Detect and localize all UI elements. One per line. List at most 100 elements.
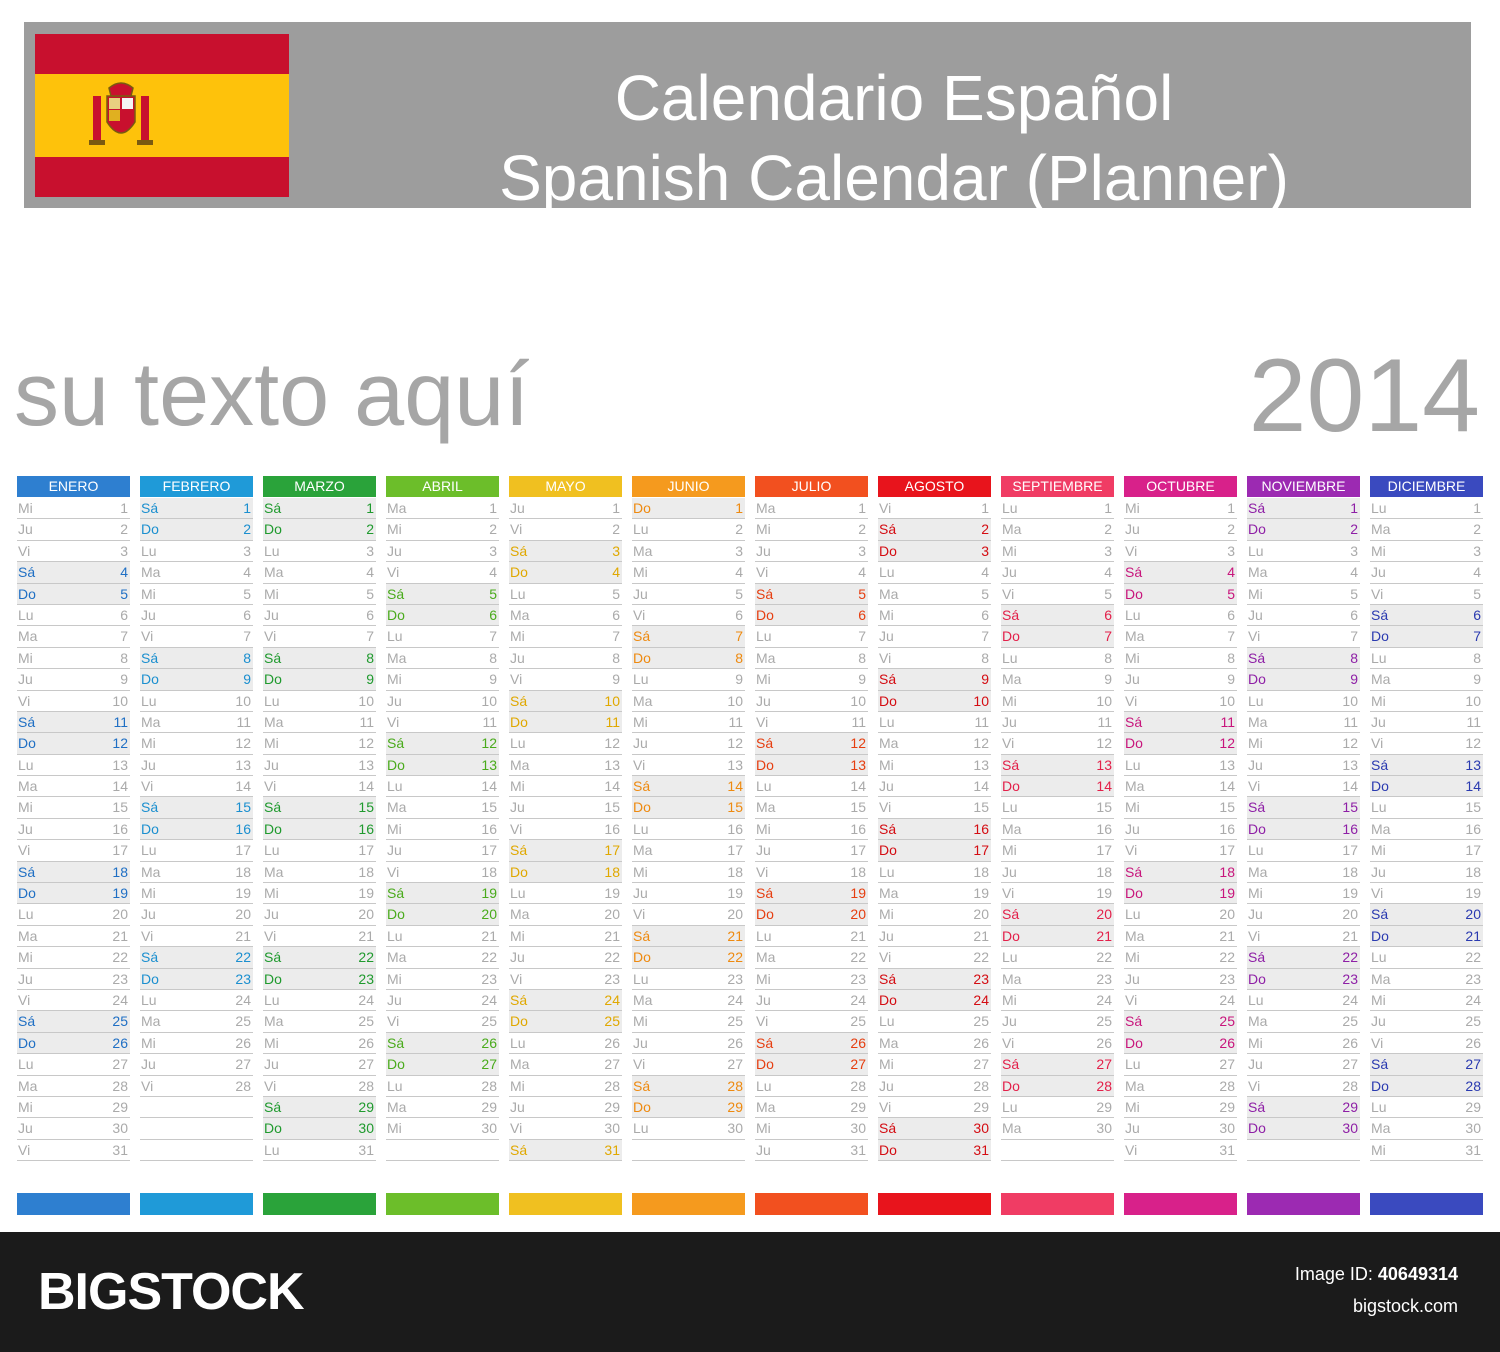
weekday-abbr: Vi: [633, 1056, 646, 1073]
day-number: 5: [120, 585, 128, 602]
day-number: 14: [973, 778, 989, 795]
day-row: Lu 8: [1001, 648, 1114, 670]
day-row: Do 25: [509, 1011, 622, 1033]
day-number: 14: [112, 778, 128, 795]
day-number: 3: [1104, 542, 1112, 559]
weekday-abbr: Mi: [633, 713, 648, 730]
weekday-abbr: Ma: [18, 778, 38, 795]
day-row: Mi 23: [386, 969, 499, 990]
day-number: 29: [112, 1098, 128, 1115]
day-row: Do 9: [263, 669, 376, 691]
weekday-abbr: Vi: [879, 949, 892, 966]
day-number: 19: [604, 885, 620, 902]
day-row: Ju 30: [17, 1118, 130, 1140]
day-row: Lu 5: [509, 584, 622, 605]
day-number: 13: [604, 756, 620, 773]
day-row: Ma 18: [263, 862, 376, 884]
day-number: 30: [1465, 1120, 1481, 1137]
day-number: 4: [1227, 564, 1235, 581]
day-row: Sá 1: [1247, 498, 1360, 520]
day-number: 5: [735, 585, 743, 602]
day-row: Mi 31: [1370, 1140, 1483, 1162]
weekday-abbr: Sá: [1248, 500, 1266, 516]
day-row: Ju 7: [878, 626, 991, 648]
day-number: 17: [727, 842, 743, 859]
month-footer-bar: [1370, 1193, 1483, 1215]
day-number: 6: [366, 606, 374, 623]
day-number: 25: [604, 1013, 620, 1030]
month-header: AGOSTO: [878, 476, 991, 497]
weekday-abbr: Do: [264, 1120, 282, 1137]
site-url: bigstock.com: [1352, 1296, 1458, 1316]
day-number: 28: [358, 1077, 374, 1094]
month-column: ENERO Mi 1 Ju 2 Vi 3 Sá 4 Do 5 Lu 6 Ma 7 Mi 8 Ju 9 Vi 10 Sá 11…: [17, 476, 130, 1215]
weekday-abbr: Ju: [1371, 713, 1386, 730]
day-number: 15: [850, 799, 866, 816]
weekday-abbr: Sá: [264, 799, 282, 816]
weekday-abbr: Ju: [1371, 863, 1386, 880]
weekday-abbr: Sá: [1371, 606, 1389, 623]
weekday-abbr: Vi: [756, 564, 769, 581]
day-row: Sá 13: [1370, 754, 1483, 777]
day-row: Ju 3: [755, 541, 868, 563]
day-number: 25: [1219, 1013, 1235, 1030]
day-row: Mi 3: [1370, 541, 1483, 563]
day-row: Sá 28: [632, 1075, 745, 1097]
day-number: 18: [235, 863, 251, 880]
day-row: Sá 26: [755, 1032, 868, 1055]
day-row: Sá 9: [878, 669, 991, 691]
day-row: Do 2: [1247, 519, 1360, 541]
day-number: 15: [604, 799, 620, 816]
day-row: Vi 19: [1001, 883, 1114, 905]
day-number: 14: [358, 778, 374, 795]
day-number: 23: [1219, 970, 1235, 987]
day-number: 5: [1350, 585, 1358, 602]
day-number: 9: [366, 671, 374, 688]
weekday-abbr: Sá: [387, 885, 405, 902]
day-number: 25: [1096, 1013, 1112, 1030]
weekday-abbr: Mi: [18, 799, 33, 816]
day-row: Sá 1: [140, 498, 253, 520]
day-number: 4: [858, 564, 866, 581]
day-row: Do 20: [755, 904, 868, 926]
day-row: Vi 16: [509, 819, 622, 841]
day-number: 23: [604, 970, 620, 987]
weekday-abbr: Do: [387, 906, 405, 923]
weekday-abbr: Do: [264, 671, 282, 688]
day-row: Lu 15: [1001, 797, 1114, 819]
day-row: Mi 7: [509, 626, 622, 648]
day-row: Ma 23: [1001, 969, 1114, 990]
weekday-abbr: Vi: [1002, 585, 1015, 602]
day-row: Vi 11: [386, 712, 499, 734]
day-number: 9: [1350, 671, 1358, 688]
weekday-abbr: Do: [1248, 820, 1266, 837]
day-number: 15: [358, 799, 374, 816]
day-number: 17: [235, 842, 251, 859]
brand-logo: BIGSTOCK: [38, 1263, 305, 1321]
day-row: Sá 2: [878, 519, 991, 541]
empty-day-row: [140, 1118, 253, 1140]
day-row: Ma 7: [17, 626, 130, 648]
weekday-abbr: Lu: [1371, 1098, 1387, 1115]
weekday-abbr: Mi: [387, 521, 402, 538]
day-row: Do 10: [878, 690, 991, 712]
weekday-abbr: Lu: [879, 863, 895, 880]
day-list: Do 1 Lu 2 Ma 3 Mi 4 Ju 5 Vi 6 Sá 7 Do 8 Lu 9 Ma 10 Mi 11 Ju 12 V…: [632, 498, 745, 1162]
day-number: 3: [1473, 542, 1481, 559]
day-number: 1: [1104, 500, 1112, 516]
weekday-abbr: Lu: [1371, 649, 1387, 666]
month-column: JUNIO Do 1 Lu 2 Ma 3 Mi 4 Ju 5 Vi 6 Sá 7 Do 8 Lu 9 Ma 10 Mi 11…: [632, 476, 745, 1215]
day-number: 2: [612, 521, 620, 538]
day-number: 2: [1473, 521, 1481, 538]
day-row: Ma 25: [140, 1011, 253, 1033]
day-row: Do 22: [632, 947, 745, 969]
weekday-abbr: Mi: [510, 628, 525, 645]
weekday-abbr: Sá: [879, 521, 897, 538]
month-column: FEBRERO Sá 1 Do 2 Lu 3 Ma 4 Mi 5 Ju 6 Vi 7 Sá 8 Do 9 Lu 10 Ma…: [140, 476, 253, 1215]
day-number: 12: [358, 735, 374, 752]
day-row: Sá 22: [1247, 947, 1360, 969]
day-row: Lu 28: [755, 1076, 868, 1097]
weekday-abbr: Sá: [264, 949, 282, 966]
day-row: Ju 17: [386, 840, 499, 862]
weekday-abbr: Lu: [387, 927, 403, 944]
